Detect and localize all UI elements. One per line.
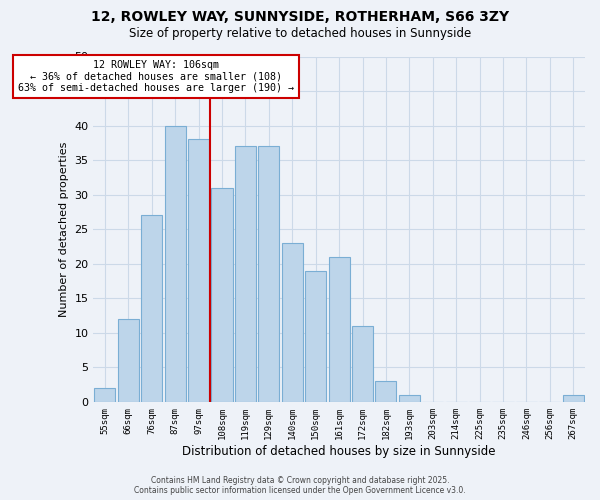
Bar — [164, 126, 186, 402]
Bar — [118, 319, 139, 402]
Bar — [282, 243, 303, 402]
X-axis label: Distribution of detached houses by size in Sunnyside: Distribution of detached houses by size … — [182, 444, 496, 458]
Bar — [211, 188, 233, 402]
Bar — [188, 140, 209, 402]
Bar — [376, 381, 397, 402]
Bar — [141, 216, 162, 402]
Bar — [329, 257, 350, 402]
Text: 12 ROWLEY WAY: 106sqm
← 36% of detached houses are smaller (108)
63% of semi-det: 12 ROWLEY WAY: 106sqm ← 36% of detached … — [19, 60, 295, 93]
Text: Contains HM Land Registry data © Crown copyright and database right 2025.
Contai: Contains HM Land Registry data © Crown c… — [134, 476, 466, 495]
Bar — [399, 395, 420, 402]
Bar — [305, 270, 326, 402]
Bar — [563, 395, 584, 402]
Bar — [352, 326, 373, 402]
Y-axis label: Number of detached properties: Number of detached properties — [59, 142, 68, 317]
Text: Size of property relative to detached houses in Sunnyside: Size of property relative to detached ho… — [129, 28, 471, 40]
Bar — [235, 146, 256, 402]
Text: 12, ROWLEY WAY, SUNNYSIDE, ROTHERHAM, S66 3ZY: 12, ROWLEY WAY, SUNNYSIDE, ROTHERHAM, S6… — [91, 10, 509, 24]
Bar — [259, 146, 280, 402]
Bar — [94, 388, 115, 402]
